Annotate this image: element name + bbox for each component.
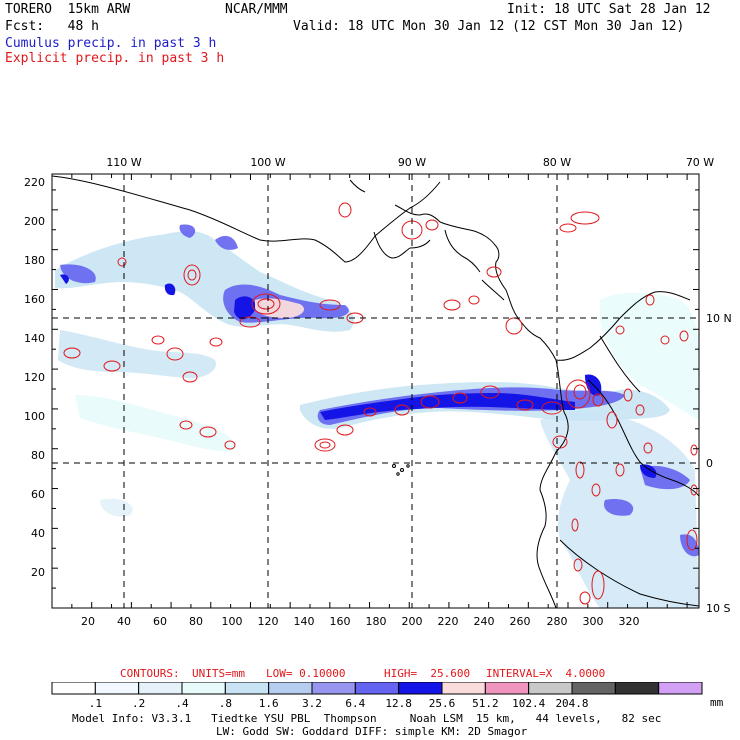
contour-units: UNITS=mm (192, 667, 245, 680)
y-tick-label: 200 (24, 215, 45, 228)
contour-interval: INTERVAL=X 4.0000 (486, 667, 606, 680)
x-tick-label: 100 (222, 615, 243, 628)
colorbar-swatch (398, 682, 443, 695)
y-tick-label: 160 (24, 293, 45, 306)
x-tick-label: 80 (189, 615, 203, 628)
colorbar (51, 682, 703, 695)
lon-label: 100 W (250, 156, 285, 169)
colorbar-swatch (138, 682, 183, 695)
y-tick-label: 20 (31, 566, 45, 579)
lat-label: 10 S (706, 602, 730, 615)
y-tick-label: 40 (31, 527, 45, 540)
model-info: Model Info: V3.3.1 Tiedtke YSU PBL Thomp… (72, 712, 662, 725)
x-tick-label: 240 (474, 615, 495, 628)
colorbar-unit: mm (710, 696, 724, 709)
colorbar-swatch (94, 682, 140, 695)
model-physics: LW: Godd SW: Goddard DIFF: simple KM: 2D… (216, 725, 528, 738)
colorbar-swatch (354, 682, 400, 695)
colorbar-swatch (311, 682, 356, 695)
colorbar-swatch (571, 682, 616, 695)
lat-label: 0 (706, 457, 713, 470)
colorbar-swatch (51, 682, 96, 695)
cumulus-precip-label: Cumulus precip. in past 3 h (5, 36, 217, 51)
x-tick-label: 20 (81, 615, 95, 628)
x-tick-label: 260 (510, 615, 531, 628)
x-tick-label: 160 (330, 615, 351, 628)
contour-high: HIGH= 25.600 (384, 667, 471, 680)
x-tick-label: 140 (294, 615, 315, 628)
longitude-labels: 110 W 100 W 90 W 80 W 70 W (106, 156, 714, 169)
colorbar-swatch (614, 682, 660, 695)
y-tick-label: 60 (31, 488, 45, 501)
lon-label: 90 W (398, 156, 426, 169)
colorbar-swatch (268, 682, 313, 695)
lon-label: 70 W (686, 156, 714, 169)
lon-label: 110 W (106, 156, 141, 169)
x-tick-label: 60 (153, 615, 167, 628)
colorbar-label: .1 (88, 697, 102, 710)
explicit-precip-fill (255, 298, 305, 318)
x-axis-labels: 20 40 60 80 100 120 140 160 180 200 220 … (81, 615, 640, 628)
colorbar-swatch (181, 682, 226, 695)
colorbar-label: 51.2 (472, 697, 499, 710)
forecast-hour: Fcst: 48 h (5, 19, 99, 34)
contour-low: LOW= 0.10000 (266, 667, 346, 680)
colorbar-label: 204.8 (555, 697, 589, 710)
explicit-precip-contours (63, 202, 698, 605)
y-axis-labels: 220 200 180 160 140 120 100 80 60 40 20 (24, 176, 45, 579)
colorbar-label: .8 (218, 697, 232, 710)
y-tick-label: 120 (24, 371, 45, 384)
x-tick-label: 320 (619, 615, 640, 628)
colorbar-label: .4 (175, 697, 189, 710)
colorbar-label: 12.8 (385, 697, 412, 710)
x-tick-label: 300 (583, 615, 604, 628)
colorbar-swatch (658, 682, 703, 695)
x-tick-label: 120 (258, 615, 279, 628)
colorbar-swatch (441, 682, 486, 695)
colorbar-label: 25.6 (428, 697, 456, 710)
lat-label: 10 N (706, 312, 732, 325)
x-tick-label: 220 (438, 615, 459, 628)
org-label: NCAR/MMM (225, 2, 288, 17)
x-tick-label: 40 (117, 615, 131, 628)
y-tick-label: 140 (24, 332, 45, 345)
contour-label: CONTOURS: (120, 667, 180, 680)
y-tick-label: 80 (31, 449, 45, 462)
y-tick-label: 220 (24, 176, 45, 189)
map-frame (51, 173, 700, 609)
model-title: TORERO 15km ARW (5, 2, 131, 17)
valid-time: Valid: 18 UTC Mon 30 Jan 12 (12 CST Mon … (293, 19, 685, 34)
x-tick-label: 180 (366, 615, 387, 628)
explicit-precip-label: Explicit precip. in past 3 h (5, 51, 225, 66)
init-time: Init: 18 UTC Sat 28 Jan 12 (507, 2, 711, 17)
lon-label: 80 W (543, 156, 571, 169)
colorbar-label: 1.6 (258, 697, 279, 710)
colorbar-label: 6.4 (345, 697, 366, 710)
x-tick-label: 200 (402, 615, 423, 628)
colorbar-label: 3.2 (302, 697, 322, 710)
colorbar-swatch (224, 682, 270, 695)
x-tick-label: 280 (547, 615, 568, 628)
colorbar-label: 102.4 (512, 697, 546, 710)
heavy-precip (60, 274, 657, 478)
colorbar-swatch (528, 682, 573, 695)
axis-ticks (52, 174, 699, 608)
y-tick-label: 180 (24, 254, 45, 267)
coastlines (52, 175, 699, 608)
colorbar-label: .2 (132, 697, 146, 710)
y-tick-label: 100 (24, 410, 45, 423)
latitude-labels: 10 N 0 10 S (706, 312, 732, 615)
colorbar-swatch (484, 682, 530, 695)
graticule (52, 174, 699, 608)
